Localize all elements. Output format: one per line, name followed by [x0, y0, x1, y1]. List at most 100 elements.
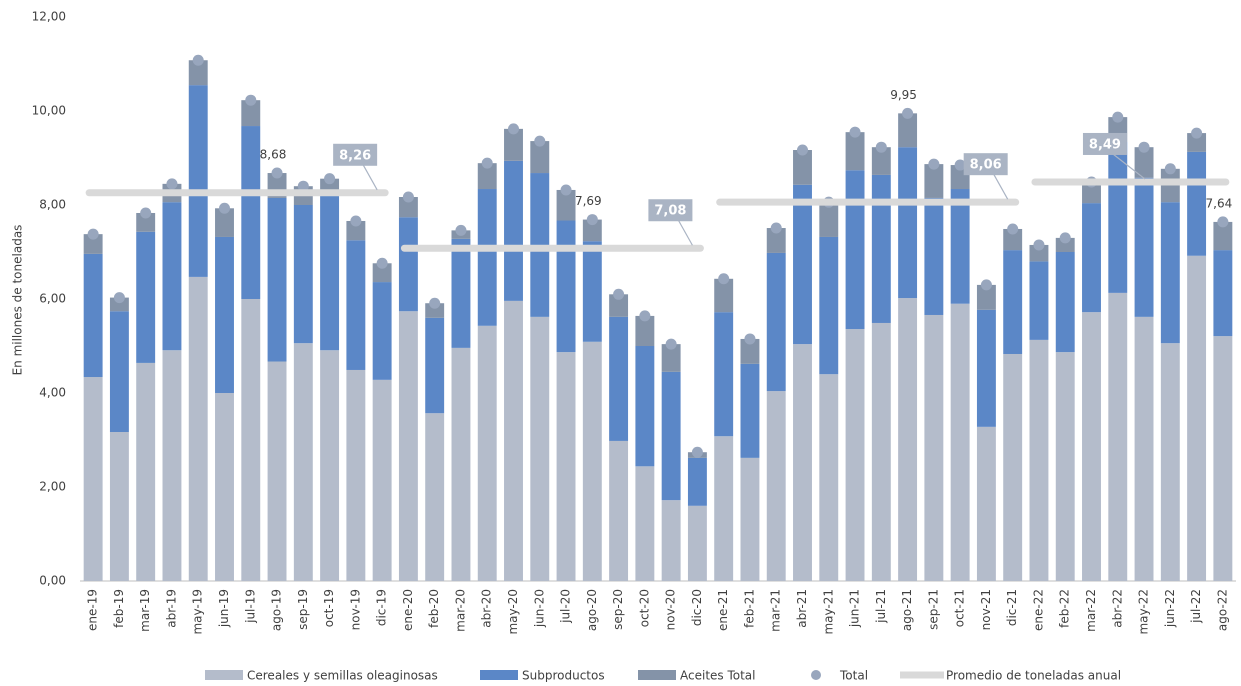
bar-segment	[267, 361, 287, 581]
total-dot	[560, 184, 572, 196]
bar-segment	[372, 263, 392, 283]
legend-label: Total	[839, 669, 868, 683]
bar-segment	[609, 294, 629, 317]
bar-segment	[109, 297, 129, 312]
x-tick-label: nov-20	[664, 589, 678, 630]
bar-segment	[530, 141, 550, 174]
bar-segment	[582, 241, 602, 342]
bar-segment	[845, 132, 865, 171]
bar-segment	[845, 329, 865, 581]
bar-segment	[1134, 147, 1154, 178]
x-tick-label: ago-19	[270, 589, 284, 631]
bar-segment	[556, 220, 576, 353]
y-tick-label: 6,00	[39, 292, 66, 306]
total-dot	[271, 167, 283, 179]
bar-segment	[162, 350, 182, 581]
average-label-box	[648, 199, 693, 222]
total-dot	[245, 94, 257, 106]
x-tick-label: feb-22	[1058, 589, 1072, 628]
x-tick-label: mar-19	[138, 589, 152, 632]
bar-segment	[714, 436, 734, 581]
bar-segment	[346, 369, 366, 581]
bar-segment	[320, 190, 340, 351]
bar-segment	[109, 311, 129, 433]
legend-label: Promedio de toneladas anual	[946, 669, 1121, 683]
bar-segment	[845, 170, 865, 330]
bar-segment	[83, 234, 103, 254]
bar-segment	[504, 128, 523, 161]
x-tick-label: feb-19	[112, 589, 126, 628]
x-tick-label: ene-21	[716, 589, 730, 631]
bar-segment	[740, 363, 760, 458]
legend-swatch	[205, 670, 243, 680]
bar-segment	[950, 303, 970, 581]
bar-segment	[766, 391, 786, 581]
total-dot	[586, 214, 598, 226]
bar-segment	[241, 299, 261, 581]
x-tick-label: abr-19	[164, 589, 178, 628]
bar-segment	[687, 505, 707, 581]
bar-segment	[162, 202, 182, 351]
bar-segment	[871, 147, 891, 175]
bar-segment	[740, 457, 760, 581]
bar-segment	[609, 440, 629, 581]
total-dot	[113, 292, 125, 304]
bar-segment	[898, 147, 918, 299]
bar-segment	[346, 240, 366, 370]
total-dot	[324, 173, 336, 185]
total-dot	[350, 215, 362, 227]
bar-segment	[1029, 261, 1049, 340]
x-tick-label: ago-21	[900, 589, 914, 631]
average-label: 7,08	[654, 204, 686, 219]
legend-swatch	[480, 670, 518, 680]
bar-segment	[1187, 151, 1207, 256]
total-dot	[718, 273, 730, 285]
bar-segment	[871, 174, 891, 323]
total-dot	[1112, 111, 1124, 123]
bar-segment	[819, 236, 839, 375]
x-tick-label: ene-22	[1031, 589, 1045, 631]
x-tick-label: sep-19	[296, 589, 310, 630]
bar-segment	[241, 100, 261, 127]
bar-segment	[346, 220, 366, 241]
total-dot	[744, 333, 756, 345]
total-dot	[954, 159, 966, 171]
average-connector	[362, 164, 378, 191]
x-tick-label: jun-20	[532, 589, 546, 628]
y-tick-label: 2,00	[39, 480, 66, 494]
total-dot	[192, 54, 204, 66]
bar-segment	[1029, 244, 1049, 262]
bar-segment	[215, 236, 234, 393]
bar-segment	[215, 208, 234, 237]
bar-segment	[136, 231, 156, 363]
average-label-box	[333, 143, 378, 166]
data-label: 8,68	[260, 148, 287, 162]
total-dot	[1059, 232, 1071, 244]
bar-segment	[320, 178, 340, 191]
legend-label: Aceites Total	[680, 669, 756, 683]
total-dot	[297, 180, 309, 192]
total-dot	[902, 107, 914, 119]
legend-swatch	[638, 670, 676, 680]
y-tick-label: 4,00	[39, 386, 66, 400]
total-dot	[691, 446, 703, 458]
bar-segment	[372, 379, 392, 581]
bar-segment	[1055, 352, 1075, 581]
bar-segment	[924, 164, 944, 198]
x-tick-label: jun-19	[217, 589, 231, 628]
total-dot	[87, 228, 99, 240]
x-tick-label: oct-19	[322, 589, 336, 627]
bar-segment	[293, 205, 313, 344]
bar-segment	[1003, 228, 1023, 251]
total-dot	[928, 158, 940, 170]
bar-segment	[109, 432, 129, 581]
bar-segment	[293, 343, 313, 581]
total-dot	[770, 222, 782, 234]
total-dot	[849, 126, 861, 138]
average-label: 8,26	[339, 148, 371, 163]
bar-segment	[1029, 339, 1049, 581]
bar-segment	[477, 163, 497, 190]
bar-segment	[635, 346, 655, 467]
bar-segment	[83, 253, 103, 378]
